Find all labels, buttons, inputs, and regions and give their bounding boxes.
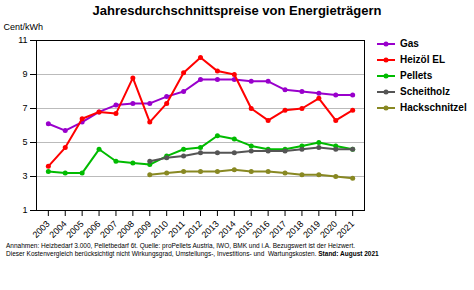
svg-text:2016: 2016 — [250, 219, 271, 240]
svg-text:2007: 2007 — [98, 219, 119, 240]
svg-text:3: 3 — [22, 171, 27, 181]
svg-text:2004: 2004 — [47, 219, 68, 240]
svg-text:2021: 2021 — [335, 219, 356, 240]
html-text:Jahresdurchschnittspreise von: Jahresdurchschnittspreise von Energieträ… — [92, 3, 382, 18]
svg-text:2017: 2017 — [267, 219, 288, 240]
svg-text:2019: 2019 — [301, 219, 322, 240]
svg-text:5: 5 — [22, 137, 27, 147]
svg-text:2014: 2014 — [217, 219, 238, 240]
svg-text:2018: 2018 — [284, 219, 305, 240]
svg-text:11: 11 — [18, 35, 27, 45]
svg-text:1: 1 — [22, 205, 27, 215]
svg-text:2020: 2020 — [318, 219, 339, 240]
svg-text:Cent/kWh: Cent/kWh — [4, 22, 44, 32]
html-text:Annahmen: Heizbedarf 3.000, Pe: Annahmen: Heizbedarf 3.000, Pelletbedarf… — [6, 242, 355, 249]
svg-text:2010: 2010 — [149, 219, 170, 240]
svg-text:2006: 2006 — [81, 219, 102, 240]
html-text:Heizöl EL: Heizöl EL — [400, 54, 445, 65]
svg-text:2005: 2005 — [64, 219, 85, 240]
svg-text:2015: 2015 — [233, 219, 254, 240]
svg-text:2011: 2011 — [166, 219, 187, 240]
html-text:Pellets: Pellets — [400, 70, 433, 81]
svg-text:9: 9 — [22, 69, 27, 79]
svg-text:2009: 2009 — [132, 219, 153, 240]
html-text:Scheitholz: Scheitholz — [400, 86, 450, 97]
html-text:Dieser Kostenvergleich berücks: Dieser Kostenvergleich berücksichtigt ni… — [6, 250, 379, 258]
html-text:Hackschnitzel: Hackschnitzel — [400, 102, 467, 113]
svg-text:7: 7 — [22, 103, 27, 113]
svg-text:2003: 2003 — [31, 219, 52, 240]
svg-text:2013: 2013 — [200, 219, 221, 240]
html-text:Gas: Gas — [400, 38, 419, 49]
svg-text:2012: 2012 — [183, 219, 204, 240]
svg-text:2008: 2008 — [115, 219, 136, 240]
